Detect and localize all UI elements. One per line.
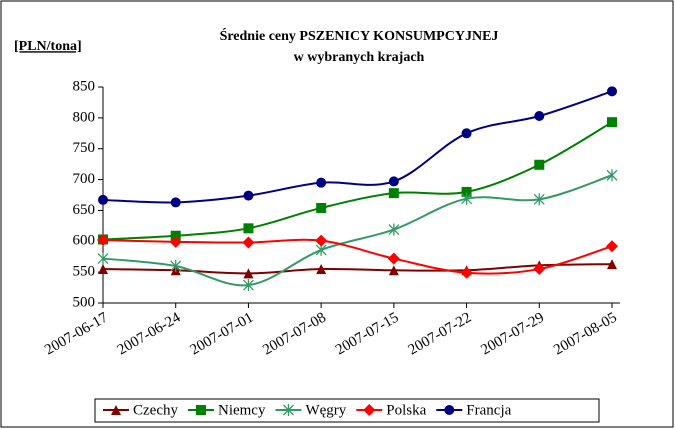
marker — [533, 193, 545, 206]
marker — [98, 264, 108, 275]
y-tick-label: 750 — [73, 140, 96, 156]
marker — [388, 188, 399, 199]
y-tick-label: 600 — [73, 233, 96, 249]
y-tick-label: 850 — [73, 78, 96, 94]
marker — [363, 404, 376, 416]
marker — [111, 405, 121, 415]
marker — [607, 117, 617, 128]
marker — [534, 111, 545, 122]
marker — [283, 404, 294, 416]
y-axis-label: [PLN/tona] — [14, 39, 82, 54]
marker — [461, 192, 473, 205]
legend-box — [94, 398, 600, 423]
marker — [460, 266, 473, 279]
chart-title: w wybranych krajach — [294, 50, 425, 65]
marker — [461, 128, 472, 139]
marker — [388, 176, 399, 187]
y-tick-label: 500 — [73, 294, 96, 310]
series-line — [102, 90, 613, 204]
marker — [387, 252, 400, 265]
marker — [533, 263, 546, 276]
legend-label: Polska — [386, 402, 426, 418]
marker — [98, 194, 108, 205]
legend-label: Czechy — [133, 402, 178, 418]
marker — [97, 252, 109, 265]
marker — [388, 265, 399, 276]
legend-label: Niemcy — [218, 402, 266, 418]
marker — [243, 190, 254, 201]
marker — [316, 264, 327, 275]
marker — [606, 169, 618, 182]
marker — [170, 230, 181, 241]
marker — [243, 268, 254, 279]
marker — [169, 235, 182, 248]
marker — [606, 240, 618, 253]
marker — [170, 259, 182, 272]
y-tick-label: 800 — [73, 109, 96, 125]
marker — [195, 405, 206, 415]
marker — [444, 405, 455, 415]
legend-label: Francja — [466, 402, 511, 418]
marker — [315, 234, 328, 247]
marker — [316, 177, 327, 188]
series-line — [102, 174, 613, 287]
chart-title: Średnie ceny PSZENICY KONSUMPCYJNEJ — [220, 27, 499, 44]
marker — [388, 223, 400, 236]
series-line — [102, 238, 613, 275]
y-tick-label: 550 — [73, 264, 96, 280]
marker — [243, 223, 254, 234]
y-tick-label: 700 — [73, 171, 96, 187]
marker — [607, 86, 617, 97]
marker — [97, 234, 109, 247]
marker — [242, 236, 255, 249]
marker — [316, 202, 327, 213]
marker — [242, 279, 254, 292]
marker — [607, 259, 617, 270]
series-line — [102, 263, 613, 275]
marker — [170, 197, 181, 208]
marker — [534, 159, 545, 170]
marker — [461, 186, 472, 197]
legend-label: Węgry — [305, 402, 346, 418]
y-tick-label: 650 — [73, 202, 96, 218]
